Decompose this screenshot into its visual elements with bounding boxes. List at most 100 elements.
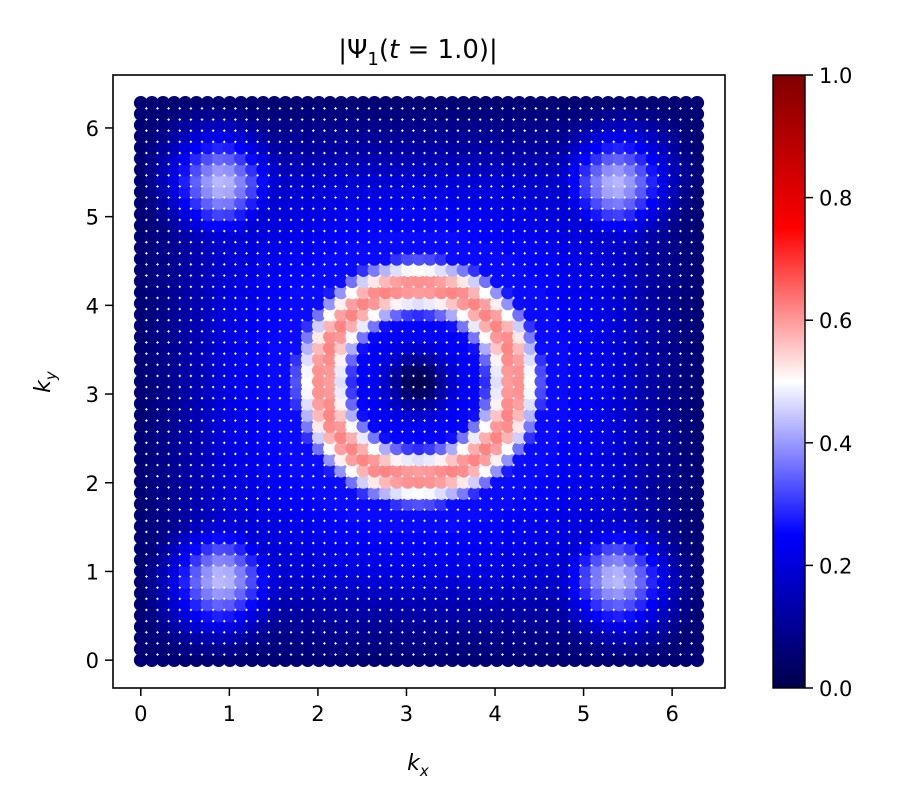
heatmap-point (211, 541, 226, 556)
heatmap-point (245, 619, 259, 634)
heatmap-point (234, 229, 248, 244)
heatmap-point (478, 151, 493, 166)
heatmap-point (311, 196, 326, 211)
heatmap-point (211, 107, 226, 121)
heatmap-point (456, 452, 471, 467)
heatmap-point (356, 441, 371, 456)
heatmap-point (133, 229, 148, 244)
heatmap-point (311, 285, 326, 300)
heatmap-point (467, 263, 482, 277)
heatmap-point (634, 263, 649, 277)
heatmap-point (200, 151, 215, 166)
heatmap-point (445, 508, 460, 523)
heatmap-point (645, 497, 660, 512)
heatmap-point (668, 307, 682, 322)
heatmap-point (200, 497, 215, 512)
heatmap-point (679, 619, 693, 634)
heatmap-point (645, 229, 660, 244)
heatmap-point (378, 530, 393, 545)
heatmap-point (400, 341, 415, 355)
heatmap-point (400, 285, 415, 300)
heatmap-point (245, 530, 259, 545)
heatmap-point (245, 441, 259, 456)
heatmap-point (389, 218, 404, 233)
heatmap-point (645, 363, 660, 378)
heatmap-point (378, 363, 393, 378)
heatmap-point (434, 196, 449, 211)
heatmap-point (189, 608, 204, 623)
heatmap-point (656, 374, 671, 389)
heatmap-point (534, 296, 549, 311)
heatmap-point (445, 207, 460, 222)
heatmap-point (156, 307, 170, 322)
heatmap-point (489, 564, 504, 578)
heatmap-point (534, 608, 549, 623)
heatmap-point (389, 463, 404, 478)
heatmap-point (445, 318, 460, 333)
heatmap-point (434, 430, 449, 445)
heatmap-point (278, 318, 293, 333)
heatmap-point (612, 185, 627, 199)
heatmap-point (590, 218, 604, 233)
heatmap-point (545, 508, 560, 523)
heatmap-point (200, 140, 215, 155)
heatmap-point (256, 564, 271, 578)
heatmap-point (189, 396, 204, 411)
heatmap-point (289, 419, 304, 433)
heatmap-point (456, 318, 471, 333)
heatmap-point (601, 196, 616, 211)
heatmap-point (590, 185, 604, 199)
heatmap-point (501, 497, 515, 512)
heatmap-point (612, 653, 627, 668)
heatmap-point (256, 341, 271, 355)
heatmap-point (156, 463, 170, 478)
heatmap-point (178, 463, 193, 478)
heatmap-point (378, 653, 393, 668)
heatmap-point (590, 307, 604, 322)
heatmap-point (534, 285, 549, 300)
heatmap-point (389, 151, 404, 166)
heatmap-point (679, 251, 693, 266)
heatmap-point (200, 173, 215, 188)
heatmap-point (323, 530, 337, 545)
heatmap-point (245, 173, 259, 188)
heatmap-point (311, 151, 326, 166)
heatmap-point (211, 363, 226, 378)
heatmap-point (590, 619, 604, 634)
heatmap-point (378, 508, 393, 523)
heatmap-point (300, 486, 315, 500)
x-axis-label-main: k (407, 751, 421, 776)
heatmap-point (679, 497, 693, 512)
heatmap-point (467, 229, 482, 244)
heatmap-point (345, 185, 360, 199)
heatmap-point (456, 374, 471, 389)
heatmap-point (189, 642, 204, 656)
heatmap-point (400, 552, 415, 567)
heatmap-point (200, 240, 215, 255)
heatmap-point (467, 118, 482, 133)
heatmap-point (656, 263, 671, 277)
heatmap-point (345, 452, 360, 467)
heatmap-point (478, 430, 493, 445)
heatmap-point (556, 263, 571, 277)
heatmap-point (200, 374, 215, 389)
heatmap-point (145, 419, 159, 433)
heatmap-point (489, 385, 504, 400)
heatmap-point (200, 330, 215, 344)
heatmap-point (501, 229, 515, 244)
heatmap-point (345, 385, 360, 400)
heatmap-point (234, 653, 248, 668)
heatmap-point (289, 207, 304, 222)
heatmap-point (178, 597, 193, 612)
heatmap-point (189, 519, 204, 534)
heatmap-point (445, 653, 460, 668)
heatmap-point (145, 207, 159, 222)
heatmap-point (645, 452, 660, 467)
heatmap-point (211, 630, 226, 645)
heatmap-point (412, 196, 426, 211)
heatmap-point (178, 408, 193, 422)
heatmap-point (434, 575, 449, 590)
heatmap-point (612, 307, 627, 322)
heatmap-point (400, 642, 415, 656)
heatmap-point (656, 185, 671, 199)
